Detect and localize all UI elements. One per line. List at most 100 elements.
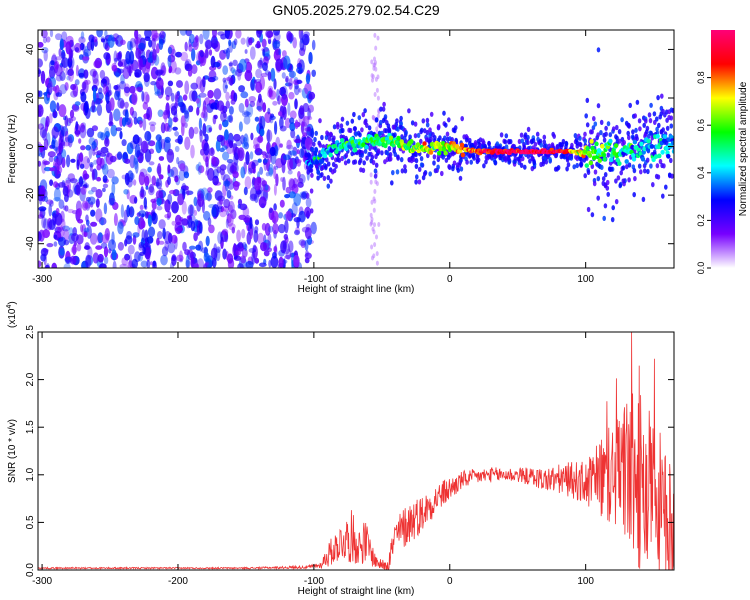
spectrogram-signal-cell — [631, 129, 635, 135]
spectrogram-x-tick-label: -200 — [168, 274, 188, 285]
spectrogram-noise-cell — [243, 137, 248, 143]
spectrogram-noise-cell — [225, 47, 230, 60]
spectrogram-signal-cell — [447, 117, 451, 123]
spectrogram-noise-cell — [119, 263, 128, 268]
spectrogram-noise-cell — [227, 162, 235, 175]
spectrogram-signal-cell — [458, 175, 463, 181]
spectrogram-noise-cell — [52, 212, 57, 226]
spectrogram-noise-cell — [38, 104, 44, 117]
spectrogram-noise-cell — [175, 214, 182, 226]
spectrogram-noise-cell — [80, 224, 84, 233]
spectrogram-noise-cell — [171, 48, 176, 58]
spectrogram-noise-cell — [189, 245, 196, 250]
spectrogram-signal-cell — [566, 162, 571, 168]
spectrogram-signal-cell — [326, 161, 331, 167]
spectrogram-noise-cell — [152, 48, 157, 61]
spectrogram-noise-cell — [213, 114, 218, 120]
spectrogram-noise-cell — [124, 239, 128, 247]
spectrogram-noise-cell — [273, 183, 277, 196]
spectrogram-noise-cell — [69, 178, 78, 184]
spectrogram-noise-cell — [184, 110, 189, 119]
spectrogram-noise-cell — [280, 240, 287, 254]
spectrogram-noise-cell — [184, 136, 191, 150]
spectrogram-signal-cell — [627, 134, 631, 141]
spectrogram-noise-cell — [375, 181, 379, 187]
spectrogram-signal-cell — [353, 147, 358, 153]
spectrogram-noise-cell — [89, 232, 98, 245]
spectrogram-noise-cell — [249, 46, 256, 60]
spectrogram-signal-cell — [403, 168, 408, 174]
spectrogram-noise-cell — [39, 210, 43, 218]
spectrogram-signal-cell — [319, 159, 324, 165]
spectrogram-signal-cell — [596, 47, 601, 53]
spectrogram-noise-cell — [135, 160, 139, 174]
spectrogram-noise-cell — [67, 173, 76, 182]
spectrogram-signal-cell — [425, 117, 430, 123]
spectrogram-noise-cell — [222, 77, 227, 83]
spectrogram-noise-cell — [282, 50, 287, 58]
spectrogram-noise-cell — [54, 212, 63, 226]
spectrogram-noise-cell — [98, 217, 107, 226]
spectrogram-signal-cell — [499, 132, 504, 138]
spectrogram-signal-cell — [661, 193, 665, 199]
spectrogram-signal-cell — [390, 180, 394, 186]
spectrogram-noise-cell — [250, 132, 254, 141]
spectrogram-signal-cell — [379, 106, 383, 112]
spectrogram-noise-cell — [135, 36, 139, 51]
spectrogram-signal-cell — [334, 163, 338, 169]
spectrogram-noise-cell — [296, 159, 302, 167]
spectrogram-noise-cell — [91, 99, 96, 113]
spectrogram-signal-cell — [353, 159, 358, 165]
spectrogram-noise-cell — [191, 258, 198, 268]
spectrogram-noise-cell — [151, 175, 157, 186]
spectrogram-noise-cell — [205, 156, 209, 168]
snr-multiplier-exp: 4 — [6, 305, 13, 309]
spectrogram-signal-cell — [316, 175, 320, 181]
spectrogram-noise-cell — [147, 166, 152, 173]
spectrogram-noise-cell — [83, 48, 92, 57]
spectrogram-signal-cell — [631, 156, 637, 162]
spectrogram-signal-cell — [617, 161, 622, 167]
spectrogram-signal-cell — [371, 159, 376, 166]
spectrogram-signal-cell — [437, 150, 442, 156]
spectrogram-signal-cell — [367, 151, 371, 157]
spectrogram-noise-cell — [211, 155, 217, 165]
spectrogram-noise-cell — [43, 218, 50, 230]
spectrogram-signal-cell — [329, 178, 333, 184]
spectrogram-noise-cell — [149, 183, 154, 193]
spectrogram-noise-cell — [45, 120, 49, 132]
spectrogram-noise-cell — [270, 255, 279, 268]
spectrogram-signal-cell — [468, 152, 473, 158]
spectrogram-noise-cell — [139, 57, 143, 71]
spectrogram-noise-cell — [63, 116, 67, 121]
spectrogram-signal-cell — [651, 182, 655, 188]
spectrogram-signal-cell — [569, 155, 574, 161]
spectrogram-noise-cell — [237, 147, 245, 162]
spectrogram-y-tick-label: 0 — [25, 143, 36, 149]
spectrogram-noise-cell — [46, 199, 54, 205]
spectrogram-noise-cell — [201, 106, 208, 119]
spectrogram-noise-cell — [184, 80, 190, 95]
spectrogram-signal-cell — [664, 184, 668, 190]
spectrogram-noise-cell — [311, 39, 316, 51]
spectrogram-noise-cell — [155, 77, 164, 90]
spectrogram-signal-cell — [388, 156, 393, 162]
spectrogram-signal-cell — [644, 118, 648, 124]
spectrogram-noise-cell — [254, 116, 260, 122]
spectrogram-noise-cell — [53, 234, 58, 240]
spectrogram-noise-cell — [156, 197, 162, 206]
spectrogram-signal-cell — [542, 139, 547, 145]
spectrogram-noise-cell — [266, 144, 270, 152]
spectrogram-signal-cell — [320, 134, 324, 141]
spectrogram-signal-cell — [601, 176, 606, 182]
spectrogram-noise-cell — [67, 136, 73, 148]
spectrogram-noise-cell — [90, 221, 98, 227]
spectrogram-signal-cell — [438, 135, 442, 141]
spectrogram-noise-cell — [69, 255, 77, 265]
spectrogram-noise-cell — [180, 185, 189, 191]
spectrogram-signal-cell — [416, 132, 421, 138]
spectrogram-signal-cell — [570, 142, 574, 148]
spectrogram-noise-cell — [99, 152, 107, 157]
spectrogram-noise-cell — [67, 55, 75, 70]
spectrogram-signal-cell — [526, 126, 531, 132]
